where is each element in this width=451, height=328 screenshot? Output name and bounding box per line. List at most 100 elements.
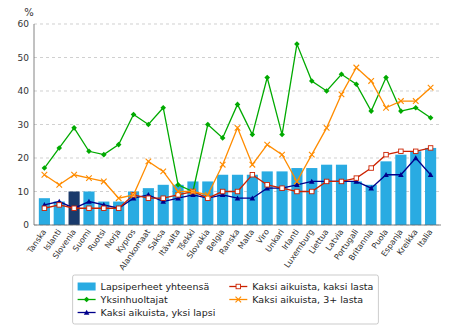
marker — [101, 179, 107, 185]
legend-item: Lapsiperheet yhteensä — [78, 281, 210, 292]
bar-series — [39, 148, 436, 225]
marker — [101, 152, 107, 158]
bar — [306, 168, 317, 225]
y-tick-label: 10 — [18, 187, 30, 197]
marker — [279, 152, 285, 158]
bar — [98, 202, 109, 225]
bar — [425, 148, 436, 225]
marker — [71, 205, 77, 210]
marker — [428, 115, 434, 121]
marker — [86, 199, 92, 204]
legend-marker — [84, 310, 90, 315]
legend-marker — [84, 297, 90, 303]
legend-item: Yksinhuoltajat — [78, 294, 168, 305]
marker — [220, 162, 226, 168]
marker — [250, 132, 256, 138]
chart: 0102030405060%TanskaIslantiSloveniaSuomi… — [0, 0, 451, 328]
marker — [86, 149, 92, 155]
marker — [339, 71, 345, 77]
marker — [87, 206, 91, 210]
marker — [57, 203, 61, 207]
line-series — [42, 155, 434, 210]
y-axis-label: % — [24, 7, 34, 18]
marker — [354, 176, 358, 180]
marker — [250, 195, 256, 200]
marker — [398, 172, 404, 177]
marker — [369, 166, 373, 170]
marker — [264, 142, 270, 148]
grid-line — [34, 124, 441, 125]
bar — [380, 161, 391, 225]
marker — [295, 189, 299, 193]
grid-line — [34, 24, 441, 25]
bar — [173, 185, 184, 225]
legend-marker — [236, 284, 240, 288]
marker — [102, 206, 106, 210]
marker — [339, 92, 345, 98]
bar — [187, 181, 198, 225]
legend-label: Kaksi aikuista, 3+ lasta — [252, 294, 363, 305]
marker — [220, 189, 224, 193]
legend-label: Yksinhuoltajat — [100, 294, 168, 305]
grid — [34, 24, 441, 225]
marker — [42, 165, 48, 171]
marker — [354, 82, 360, 88]
bar — [351, 181, 362, 225]
marker — [86, 175, 92, 181]
marker — [235, 102, 241, 108]
marker — [146, 196, 150, 200]
marker — [310, 189, 314, 193]
marker — [414, 149, 418, 153]
marker — [309, 78, 315, 84]
marker — [399, 149, 403, 153]
legend-frame — [73, 275, 379, 324]
y-axis — [34, 24, 35, 225]
marker — [116, 142, 122, 148]
marker — [131, 112, 137, 118]
marker — [205, 192, 211, 198]
line-series — [42, 65, 434, 201]
marker — [116, 195, 122, 201]
marker — [324, 125, 330, 131]
marker — [175, 182, 181, 188]
y-tick-label: 60 — [18, 19, 30, 29]
bar — [262, 171, 273, 225]
marker — [368, 78, 374, 84]
marker — [190, 189, 196, 195]
marker — [116, 206, 120, 210]
bar — [158, 185, 169, 225]
marker — [250, 162, 256, 168]
line-series — [42, 146, 433, 211]
bar — [366, 185, 377, 225]
legend-label: Kaksi aikuista, yksi lapsi — [101, 307, 216, 318]
grid-line — [34, 158, 441, 159]
legend-column: Kaksi aikuista, kaksi lasta Kaksi aikuist… — [229, 281, 373, 305]
grid-line — [34, 57, 441, 58]
x-tick-label: Unkari — [264, 228, 286, 254]
marker — [131, 192, 137, 198]
marker — [339, 179, 345, 184]
marker — [428, 172, 434, 177]
marker — [56, 182, 62, 188]
legend-item: Kaksi aikuista, kaksi lasta — [229, 281, 373, 292]
marker — [413, 98, 419, 104]
marker — [428, 85, 434, 91]
marker — [71, 125, 77, 131]
marker — [280, 186, 284, 190]
bar — [232, 175, 243, 225]
marker — [235, 125, 241, 131]
marker — [116, 205, 122, 210]
marker — [72, 206, 76, 210]
bar — [217, 175, 228, 225]
marker — [324, 88, 330, 94]
bar — [395, 155, 406, 225]
marker — [309, 152, 315, 158]
marker — [42, 206, 46, 210]
marker — [160, 105, 166, 111]
marker — [220, 135, 226, 141]
legend-item: Kaksi aikuista, 3+ lasta — [229, 294, 363, 305]
marker — [324, 179, 328, 183]
marker — [264, 75, 270, 81]
marker — [398, 98, 404, 104]
bar — [291, 168, 302, 225]
